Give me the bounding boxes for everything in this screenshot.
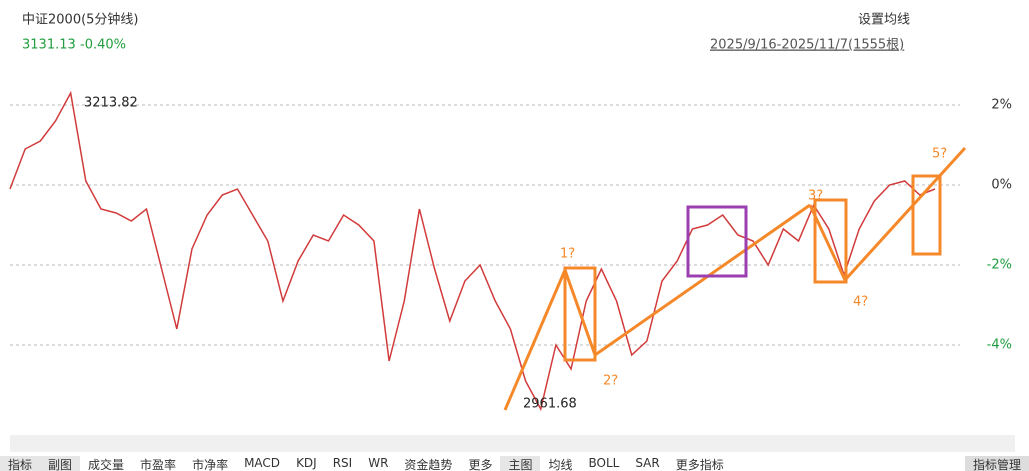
tab[interactable]: 成交量 xyxy=(88,458,125,471)
change: -0.40% xyxy=(80,38,126,53)
tab[interactable]: 资金趋势 xyxy=(404,458,453,471)
chart-title: 中证2000(5分钟线) xyxy=(22,12,139,28)
manage-button[interactable]: 指标管理 xyxy=(964,456,1029,471)
tab[interactable]: 副图 xyxy=(40,456,81,471)
tab[interactable]: RSI xyxy=(332,456,353,470)
tab[interactable]: 指标 xyxy=(0,456,41,471)
tab[interactable]: WR xyxy=(368,456,389,470)
scrollbar[interactable] xyxy=(10,435,1015,452)
drawings xyxy=(503,146,967,411)
annotation: 3213.82 xyxy=(84,96,138,111)
annotation: 4? xyxy=(853,295,868,310)
tab[interactable]: 更多 xyxy=(468,458,493,471)
annotation: 1? xyxy=(560,247,575,262)
y-tick-label: 0% xyxy=(991,178,1012,193)
price-line xyxy=(9,90,936,412)
tab[interactable]: 更多指标 xyxy=(675,458,724,471)
date-range[interactable]: 2025/9/16-2025/11/7(1555根) xyxy=(710,38,904,53)
annotation: 2? xyxy=(603,374,618,389)
annotation: 5? xyxy=(932,147,947,162)
tab[interactable]: 市盈率 xyxy=(140,458,177,471)
tab[interactable]: MACD xyxy=(244,456,281,470)
y-tick-label: -4% xyxy=(987,338,1012,353)
settings-button[interactable]: 设置均线 xyxy=(858,13,910,28)
tab[interactable]: 主图 xyxy=(500,456,541,471)
chart: 中证2000(5分钟线) 3131.13 -0.40% 设置均线 2025/9/… xyxy=(9,12,1015,452)
tab[interactable]: 均线 xyxy=(548,458,573,471)
tab[interactable]: 市净率 xyxy=(192,458,229,471)
y-tick-label: -2% xyxy=(987,258,1012,273)
toolbar: 指标 副图 成交量 市盈率 市净率 MACD KDJ RSI WR 资金趋势 更多 主图 均线 BOLL S… xyxy=(0,456,1029,471)
annotation: 2961.68 xyxy=(523,397,577,412)
tab[interactable]: SAR xyxy=(635,456,660,470)
y-tick-label: 2% xyxy=(991,98,1012,113)
tab[interactable]: BOLL xyxy=(588,456,620,470)
tab[interactable]: KDJ xyxy=(296,456,317,470)
price: 3131.13 xyxy=(22,38,76,53)
